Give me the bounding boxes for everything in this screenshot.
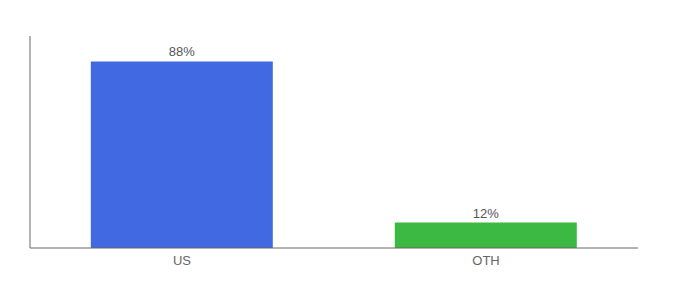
svg-text:88%: 88% bbox=[169, 44, 195, 59]
svg-text:OTH: OTH bbox=[472, 253, 499, 268]
svg-text:12%: 12% bbox=[473, 206, 499, 221]
svg-text:US: US bbox=[173, 253, 191, 268]
